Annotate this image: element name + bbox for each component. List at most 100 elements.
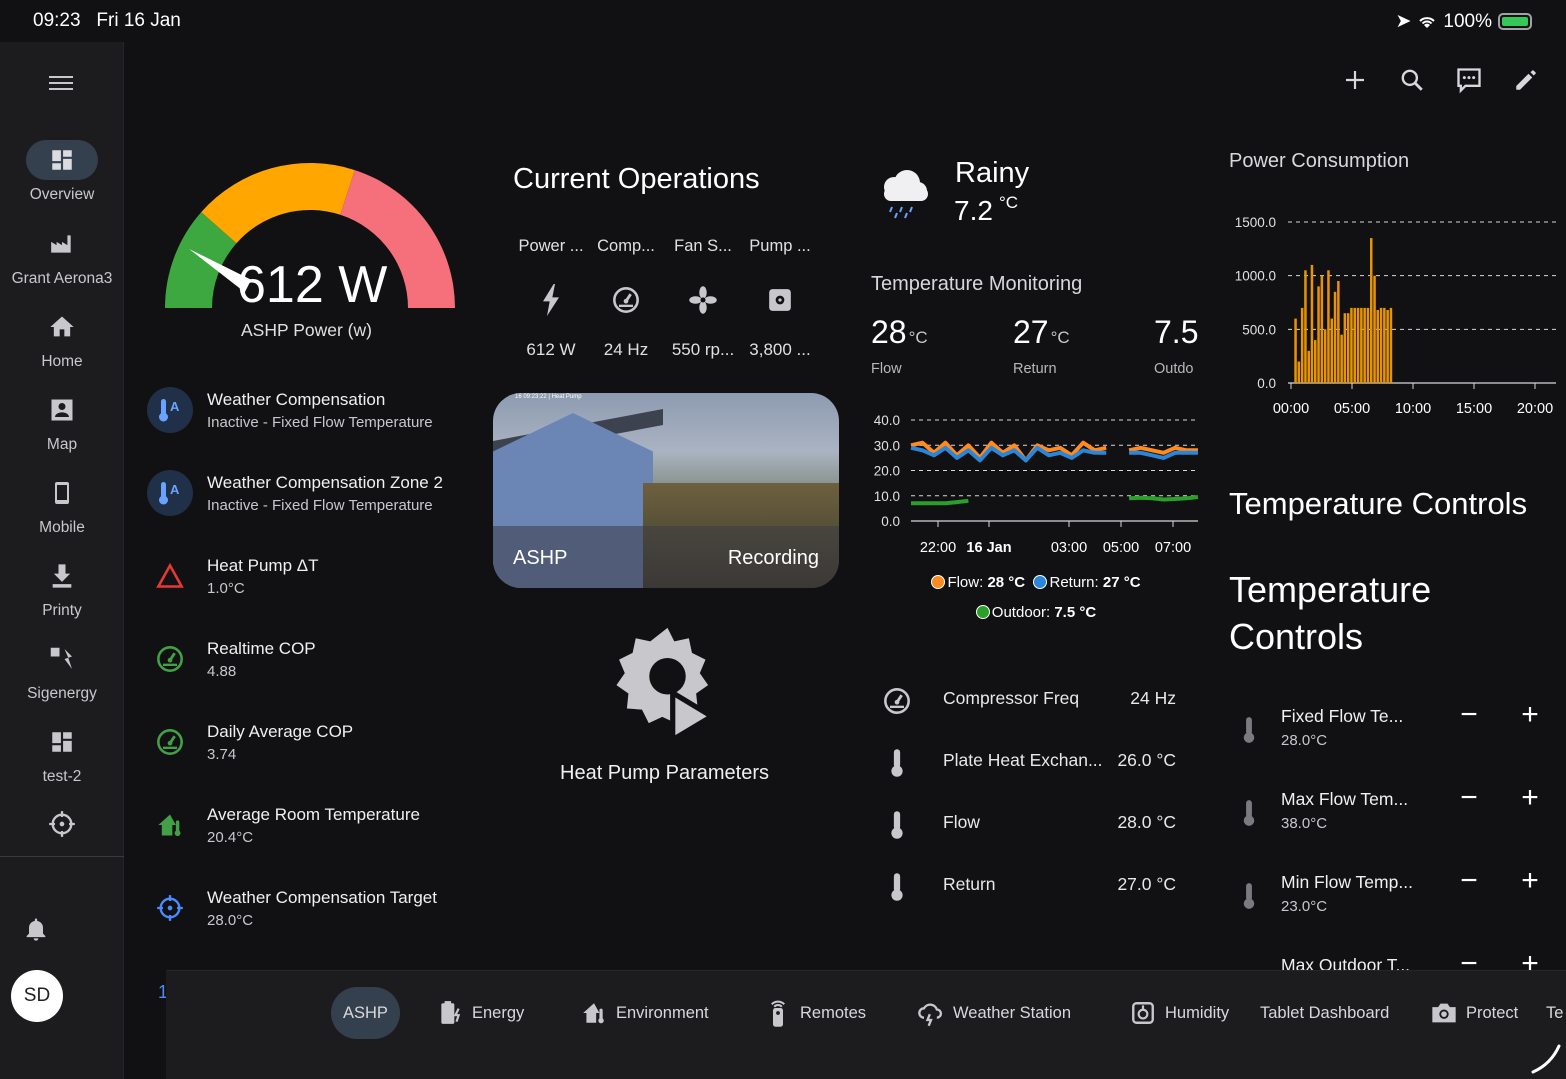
bell-icon[interactable] [22, 914, 50, 949]
gauge-needle [189, 248, 252, 293]
operation-compressor[interactable]: Comp... 24 Hz [586, 237, 666, 360]
entity-name: Weather Compensation Target [207, 888, 437, 907]
edit-icon[interactable] [1510, 64, 1542, 96]
control-value: 28.0°C [1281, 732, 1328, 749]
sidebar-item-test-2[interactable]: test-2 [0, 722, 124, 786]
heat-pump-parameters-label[interactable]: Heat Pump Parameters [560, 762, 769, 784]
home-thermometer-icon [580, 999, 608, 1027]
assist-icon[interactable] [1453, 64, 1485, 96]
entity-realtime-cop[interactable]: Realtime COP 4.88 [146, 629, 476, 689]
camera-card[interactable]: 16 09:23:22 | Heat Pump ASHP Recording [493, 393, 839, 588]
sidebar-divider [0, 856, 124, 857]
scroll-indicator [1531, 1044, 1561, 1074]
entity-name: Average Room Temperature [207, 805, 420, 824]
increase-button[interactable]: + [1521, 781, 1539, 814]
sensor-compressor-freq[interactable]: Compressor Freq 24 Hz [880, 678, 1180, 722]
tab-energy[interactable]: Energy [428, 987, 532, 1039]
y-tick-label: 10.0 [874, 489, 900, 504]
entity-weather-compensation-zone-2[interactable]: A Weather Compensation Zone 2 Inactive -… [146, 463, 476, 523]
power-bar [1304, 270, 1307, 383]
increase-button[interactable]: + [1521, 698, 1539, 731]
sensor-flow[interactable]: Flow 28.0 °C [880, 802, 1180, 846]
operation-value: 612 W [526, 340, 576, 359]
y-tick-label: 0.0 [881, 514, 900, 529]
home-icon [26, 307, 98, 347]
power-bar [1373, 275, 1376, 383]
sidebar-item-label: Grant Aerona3 [11, 270, 113, 287]
search-icon[interactable] [1396, 64, 1428, 96]
operation-power[interactable]: Power ... 612 W [511, 237, 591, 360]
water-icon [1129, 999, 1157, 1027]
tab-environment[interactable]: Environment [572, 987, 717, 1039]
legend-flow[interactable]: Flow: 28 °C [931, 574, 1025, 591]
tab-protect[interactable]: Protect [1422, 987, 1526, 1039]
decrease-button[interactable]: − [1460, 781, 1478, 814]
entity-value: Inactive - Fixed Flow Temperature [207, 414, 433, 431]
pump-icon [740, 276, 820, 324]
operation-pump[interactable]: Pump ... 3,800 ... [740, 237, 820, 360]
legend-dot [1033, 575, 1048, 589]
sidebar-item-overview[interactable]: Overview [0, 140, 124, 204]
decrease-button[interactable]: − [1460, 698, 1478, 731]
speedometer-icon [146, 718, 194, 766]
tab-weather-station[interactable]: Weather Station [909, 987, 1079, 1039]
camera-status: Recording [727, 547, 819, 569]
status-bar: 09:23 Fri 16 Jan ➤ 100% [0, 0, 1566, 42]
power-bar [1320, 275, 1324, 383]
decrease-button[interactable]: − [1460, 864, 1478, 897]
svg-text:A: A [170, 482, 180, 497]
sidebar-item-label: Mobile [39, 519, 85, 536]
power-bar [1383, 307, 1386, 383]
y-tick-label: 20.0 [874, 464, 900, 479]
operation-fan-speed[interactable]: Fan S... 550 rp... [663, 237, 743, 360]
sidebar-item-label: test-2 [42, 768, 82, 785]
sidebar-item-printy[interactable]: Printy [0, 556, 124, 620]
power-bar [1310, 264, 1314, 383]
sidebar-item-home[interactable]: Home [0, 307, 124, 371]
increase-button[interactable]: + [1521, 864, 1539, 897]
tab-te[interactable]: Te [1546, 1003, 1564, 1022]
cog-play-icon[interactable] [605, 620, 730, 745]
legend-return[interactable]: Return: 27 °C [1033, 574, 1141, 591]
tab-remotes[interactable]: Remotes [756, 987, 874, 1039]
sidebar-item-target[interactable] [0, 804, 124, 850]
power-bar [1340, 334, 1343, 383]
entity-average-room-temperature[interactable]: Average Room Temperature 20.4°C [146, 795, 476, 855]
power-bar [1314, 340, 1317, 383]
legend-outdoor[interactable]: Outdoor: 7.5 °C [975, 604, 1096, 621]
y-tick-label: 40.0 [874, 413, 900, 428]
gauge-segment-orange [201, 163, 355, 244]
gauge-value: 612 W [237, 256, 388, 314]
entity-weather-compensation[interactable]: A Weather Compensation Inactive - Fixed … [146, 380, 476, 440]
tab-tablet-dashboard[interactable]: Tablet Dashboard [1260, 1003, 1390, 1022]
sidebar-item-sigenergy[interactable]: Sigenergy [0, 639, 124, 703]
avatar[interactable]: SD [11, 970, 63, 1022]
power-bar [1363, 307, 1366, 383]
fan-icon [663, 276, 743, 324]
tab-ashp[interactable]: ASHP [331, 987, 400, 1039]
tab-humidity[interactable]: Humidity [1121, 987, 1237, 1039]
entity-name: Weather Compensation Zone 2 [207, 473, 443, 492]
sidebar-item-grant-aerona3[interactable]: Grant Aerona3 [0, 224, 124, 288]
entity-name: Heat Pump ΔT [207, 556, 319, 575]
entity-daily-average-cop[interactable]: Daily Average COP 3.74 [146, 712, 476, 772]
weather-temperature: 7.2 °C [954, 193, 1019, 226]
control-name: Min Flow Temp... [1281, 872, 1413, 892]
sidebar-item-map[interactable]: Map [0, 390, 124, 454]
sidebar-item-mobile[interactable]: Mobile [0, 473, 124, 537]
sidebar-item-label: Overview [29, 186, 95, 203]
svg-text:A: A [170, 399, 180, 414]
sensor-return[interactable]: Return 27.0 °C [880, 864, 1180, 908]
sensor-plate-heat-exchanger[interactable]: Plate Heat Exchan... 26.0 °C [880, 740, 1180, 784]
control-name: Max Flow Tem... [1281, 789, 1409, 809]
camera-icon [1430, 999, 1458, 1027]
power-bar [1337, 281, 1340, 383]
power-bar [1307, 350, 1310, 383]
sensor-name: Return [943, 874, 996, 894]
entity-heat-pump-delta-t[interactable]: Heat Pump ΔT 1.0°C [146, 546, 476, 606]
entity-weather-compensation-target[interactable]: Weather Compensation Target 28.0°C [146, 878, 476, 938]
add-icon[interactable] [1339, 64, 1371, 96]
thermometer-auto-icon: A [146, 386, 194, 434]
power-bar [1323, 329, 1327, 383]
menu-icon[interactable] [46, 72, 76, 96]
